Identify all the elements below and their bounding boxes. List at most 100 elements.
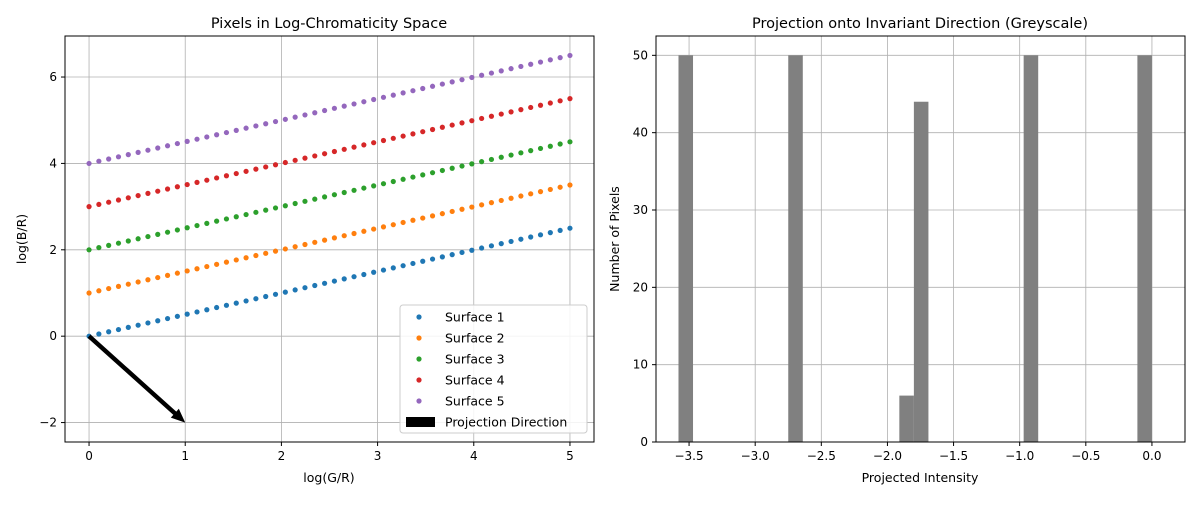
surface-2-point [292, 244, 298, 250]
surface-2-point [351, 230, 357, 237]
surface-5-point [204, 134, 210, 140]
chart1-legend: Surface 1 Surface 2 Surface 3 Surface 4 Surf… [399, 304, 588, 434]
surface-1-point [263, 293, 269, 300]
surface-3-point [233, 214, 239, 220]
surface-4-point [204, 177, 210, 183]
surface-4-point [508, 109, 514, 115]
surface-2-point [194, 266, 200, 272]
surface-3-point [400, 176, 406, 182]
chart1-x-tick-label: 0 [85, 449, 93, 463]
surface-4-point [537, 102, 544, 108]
surface-3-point [429, 170, 436, 176]
surface-5-point [331, 105, 338, 111]
surface-2-point [518, 193, 524, 199]
chart1-y-label: log(B/R) [14, 214, 29, 264]
chart2-x-tick-label: 0.0 [1142, 449, 1161, 463]
surface-2-point [86, 290, 92, 296]
surface-4-point [253, 166, 259, 172]
surface-2-point [371, 226, 377, 232]
surface-2-point [164, 272, 171, 278]
chart1-y-tick-label: 0 [49, 329, 57, 343]
surface-4-point [125, 195, 131, 201]
surface-3-point [508, 152, 514, 158]
surface-1-point [380, 267, 387, 273]
chart1-y-ticks: −2 0 2 4 6 [39, 70, 65, 430]
surface-5-point [106, 156, 112, 162]
chart2-x-tick-label: −2.0 [873, 449, 902, 463]
surface-3-point [528, 148, 534, 154]
histogram-bar-5 [1023, 55, 1039, 442]
surface-1-point [371, 269, 377, 275]
surface-5-point [351, 101, 357, 107]
surface-1-point [567, 225, 573, 231]
surface-2-point [96, 288, 102, 294]
surface-5-point [547, 57, 553, 63]
surface-2-point [469, 204, 475, 210]
chart1-x-ticks: 0 1 2 3 4 5 [85, 442, 574, 463]
surface-2-point [479, 202, 485, 208]
surface-3-point [184, 225, 190, 231]
surface-4-point [214, 175, 220, 181]
surface-5-point [449, 79, 455, 85]
surface-2-point [567, 182, 573, 188]
surface-2-point [390, 222, 396, 228]
surface-5-point [380, 94, 387, 100]
surface-3-point [282, 203, 288, 209]
surface-5-point [321, 107, 328, 114]
surface-1-point [449, 252, 455, 258]
chart1-axes-frame [64, 35, 595, 443]
chart2-x-tick-label: −1.5 [939, 449, 968, 463]
surface-5-point [469, 74, 475, 81]
surface-1-point [164, 315, 171, 322]
legend-label-surface-1: Surface 1 [445, 310, 505, 325]
surface-5-point [518, 63, 524, 70]
surface-5-point [272, 118, 279, 125]
surface-5-point [86, 160, 92, 167]
surface-4-point [439, 124, 445, 130]
surface-4-point [410, 131, 416, 137]
surface-3-point [390, 178, 396, 185]
surface-4-point [488, 113, 495, 119]
surface-4-point [429, 126, 436, 133]
surface-1-point [194, 309, 200, 315]
surface-5-point [488, 70, 495, 76]
surface-2-point [145, 277, 151, 283]
surface-5-point [184, 138, 190, 144]
surface-3-point [272, 205, 279, 211]
surface-1-point [155, 318, 161, 324]
surface-1-point [557, 227, 563, 234]
surface-3-point [155, 231, 161, 237]
surface-2-point [243, 255, 249, 261]
chart2-x-ticks: −3.5 −3.0 −2.5 −2.0 −1.5 −1.0 −0.5 0.0 [674, 442, 1161, 463]
surface-1-point [459, 249, 465, 256]
chart2-bars [678, 55, 1152, 442]
surface-3-point [547, 143, 553, 149]
surface-1-point [145, 320, 151, 326]
surface-5-point [537, 59, 544, 65]
surface-1-point [312, 282, 318, 289]
surface-1-point [331, 278, 338, 284]
surface-3-point [86, 247, 92, 253]
surface-2-point [459, 206, 465, 212]
chart2-title: Projection onto Invariant Direction (Gre… [752, 16, 1088, 32]
chart2-y-tick-label: 50 [633, 48, 648, 62]
chart2-x-tick-label: −3.5 [674, 449, 703, 463]
surface-1-point [400, 263, 406, 269]
chart1-x-tick-label: 3 [374, 449, 382, 463]
surface-3-point [498, 154, 504, 160]
surface-4-point [155, 188, 161, 194]
surface-1-point [214, 304, 220, 311]
surface-4-point [498, 111, 504, 117]
surface-5-point [400, 90, 406, 96]
surface-5-point [282, 116, 288, 122]
surface-4-point [469, 118, 475, 124]
legend-marker-surface-1 [416, 314, 422, 320]
surface-5-point [155, 145, 161, 151]
surface-4-point [528, 104, 534, 111]
surface-3-point [488, 156, 495, 163]
surface-3-point [263, 207, 269, 213]
surface-4-point [420, 129, 426, 135]
chart1-y-tick-label: 2 [49, 243, 57, 257]
surface-3-point [223, 216, 230, 222]
surface-1-point [361, 271, 367, 278]
